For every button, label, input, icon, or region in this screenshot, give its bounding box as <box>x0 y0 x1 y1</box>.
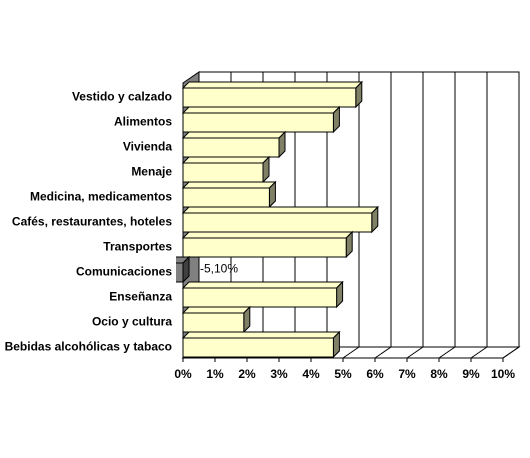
x-tick-label: 1% <box>206 367 224 381</box>
grid-line <box>342 346 360 359</box>
bar <box>182 137 280 158</box>
bar <box>182 162 264 183</box>
bar-top <box>176 256 191 264</box>
y-tick-label: Enseñanza <box>109 290 172 304</box>
grid-line <box>438 346 456 359</box>
grid-line <box>374 346 392 359</box>
x-tick-label: 2% <box>238 367 256 381</box>
bar-top <box>181 156 271 164</box>
bar <box>182 87 357 108</box>
bar-top <box>181 206 380 214</box>
y-tick-label: Cafés, restaurantes, hoteles <box>12 215 172 229</box>
bar <box>182 112 334 133</box>
y-tick-label: Menaje <box>131 165 172 179</box>
bar <box>176 262 184 283</box>
y-tick-label: Alimentos <box>114 115 172 129</box>
x-tick-label: 0% <box>174 367 192 381</box>
y-tick-label: Vestido y calzado <box>72 90 172 104</box>
bar <box>182 337 334 358</box>
bar <box>182 187 270 208</box>
x-tick-label: 7% <box>398 367 416 381</box>
grid-line <box>502 346 520 359</box>
x-tick-label: 10% <box>491 367 515 381</box>
bars <box>176 80 380 359</box>
bar <box>182 287 338 308</box>
bar-top <box>181 106 341 114</box>
grid-line <box>406 346 424 359</box>
x-tick-label: 9% <box>462 367 480 381</box>
bar-top <box>181 306 252 314</box>
data-label: -5,10% <box>200 262 238 276</box>
bar-top <box>181 281 344 289</box>
y-tick-label: Transportes <box>103 240 172 254</box>
bar-top <box>181 131 287 139</box>
y-tick-label: Comunicaciones <box>76 265 172 279</box>
x-tick-label: 4% <box>302 367 320 381</box>
bar <box>182 212 373 233</box>
x-tick-label: 5% <box>334 367 352 381</box>
y-tick-label: Ocio y cultura <box>92 315 172 329</box>
y-tick-label: Vivienda <box>123 140 172 154</box>
bar-top <box>181 81 364 89</box>
x-tick-label: 6% <box>366 367 384 381</box>
grid-line <box>470 346 488 359</box>
x-tick-label: 8% <box>430 367 448 381</box>
bar-top <box>181 181 277 189</box>
bar-top <box>181 231 354 239</box>
bar <box>182 312 245 333</box>
x-tick-label: 3% <box>270 367 288 381</box>
bar <box>182 237 347 258</box>
y-tick-label: Medicina, medicamentos <box>30 190 172 204</box>
y-tick-label: Bebidas alcohólicas y tabaco <box>5 340 172 354</box>
bar-top <box>181 331 341 339</box>
